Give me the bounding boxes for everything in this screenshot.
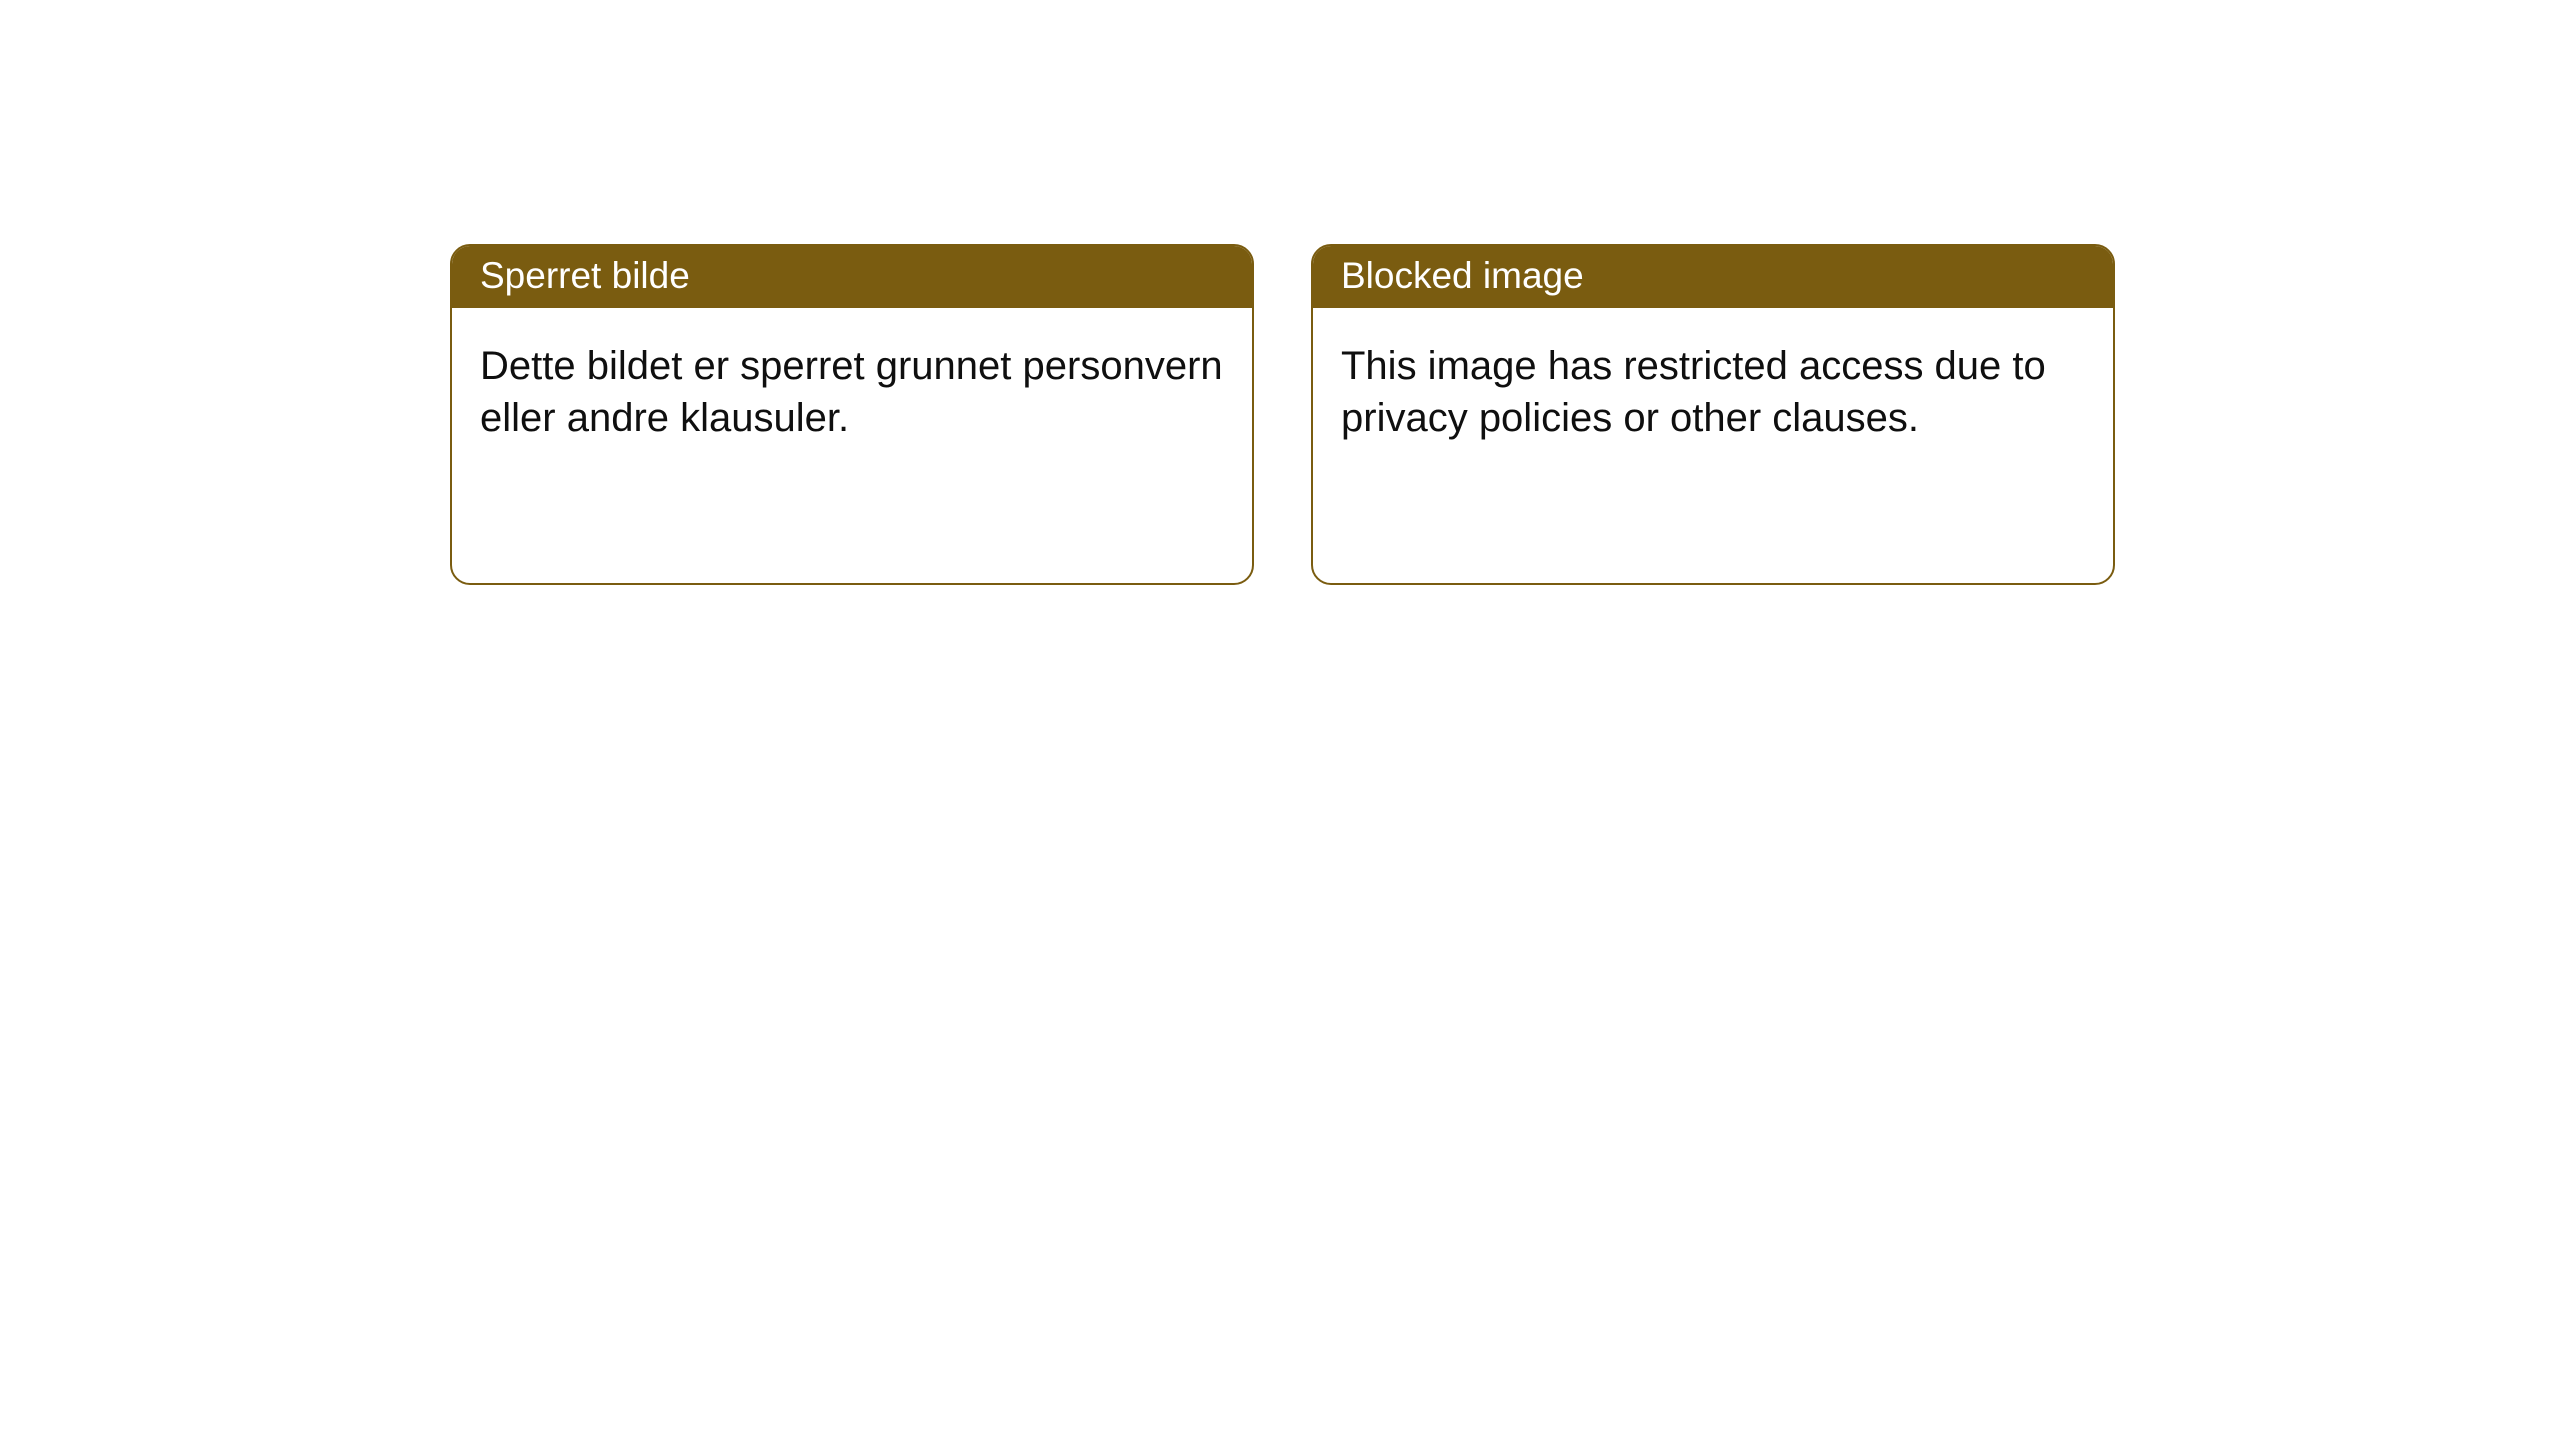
notice-card-norwegian: Sperret bilde Dette bildet er sperret gr… [450, 244, 1254, 585]
notice-body-norwegian: Dette bildet er sperret grunnet personve… [452, 308, 1252, 583]
notice-card-english: Blocked image This image has restricted … [1311, 244, 2115, 585]
notice-container: Sperret bilde Dette bildet er sperret gr… [450, 244, 2115, 585]
notice-header-english: Blocked image [1313, 246, 2113, 308]
notice-body-english: This image has restricted access due to … [1313, 308, 2113, 583]
notice-header-norwegian: Sperret bilde [452, 246, 1252, 308]
